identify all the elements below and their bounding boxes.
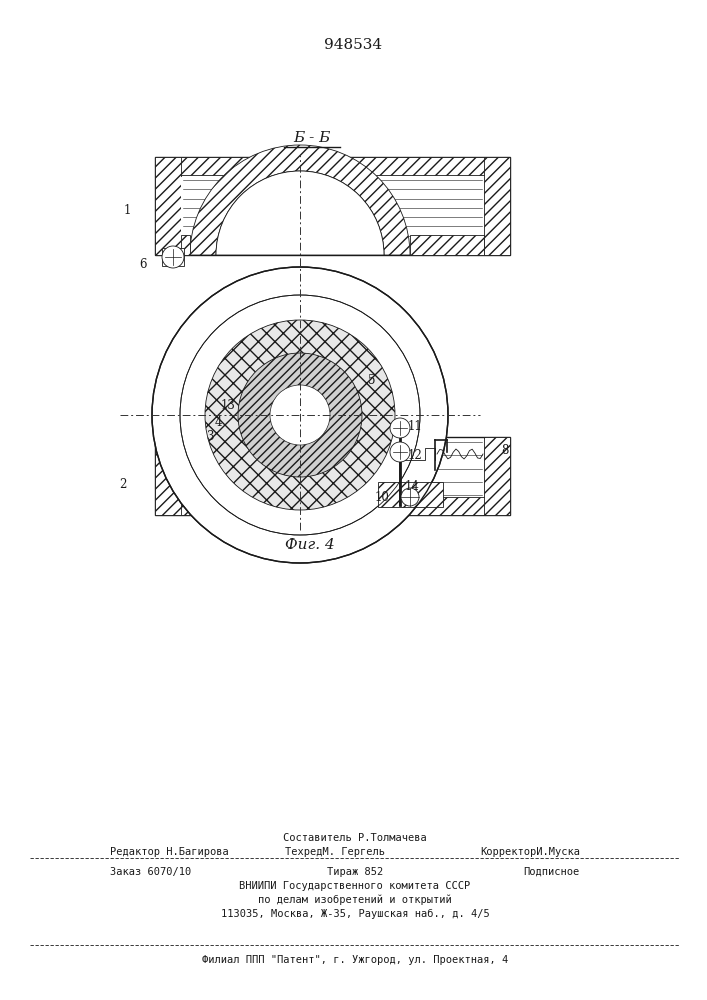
Text: 14: 14	[404, 481, 419, 493]
Circle shape	[401, 488, 419, 506]
Circle shape	[270, 385, 330, 445]
Text: Редактор Н.Багирова: Редактор Н.Багирова	[110, 847, 229, 857]
Text: 8: 8	[501, 444, 509, 456]
Bar	[162, 248, 184, 266]
Text: Б - Б: Б - Б	[293, 131, 331, 145]
Text: Филиал ППП "Патент", г. Ужгород, ул. Проектная, 4: Филиал ППП "Патент", г. Ужгород, ул. Про…	[202, 955, 508, 965]
Text: по делам изобретений и открытий: по делам изобретений и открытий	[258, 895, 452, 905]
Text: 113035, Москва, Ж-35, Раушская наб., д. 4/5: 113035, Москва, Ж-35, Раушская наб., д. …	[221, 909, 489, 919]
Circle shape	[238, 353, 362, 477]
Text: 6: 6	[139, 258, 147, 271]
Circle shape	[152, 267, 448, 563]
Circle shape	[162, 246, 184, 268]
Bar	[155, 157, 510, 175]
Text: 948534: 948534	[325, 38, 382, 52]
Text: 10: 10	[375, 491, 390, 504]
Bar	[181, 235, 190, 255]
Bar	[484, 437, 510, 515]
Bar	[410, 235, 484, 255]
Bar	[378, 482, 443, 507]
Text: ВНИИПИ Государственного комитета СССР: ВНИИПИ Государственного комитета СССР	[240, 881, 471, 891]
Text: ТехредМ. Гергель: ТехредМ. Гергель	[285, 847, 385, 857]
Text: 1: 1	[123, 205, 131, 218]
Text: Фиг. 4: Фиг. 4	[285, 538, 335, 552]
Text: Подписное: Подписное	[524, 867, 580, 877]
Circle shape	[180, 295, 420, 535]
Bar	[181, 177, 484, 250]
Bar	[155, 157, 181, 255]
Bar	[155, 157, 510, 255]
Text: 2: 2	[119, 479, 127, 491]
Circle shape	[205, 320, 395, 510]
Wedge shape	[216, 171, 384, 255]
Text: Составитель Р.Толмачева: Составитель Р.Толмачева	[283, 833, 427, 843]
Bar	[155, 497, 510, 515]
Text: 12: 12	[408, 449, 422, 462]
Text: 11: 11	[408, 420, 422, 434]
Text: Заказ 6070/10: Заказ 6070/10	[110, 867, 192, 877]
Text: Тираж 852: Тираж 852	[327, 867, 383, 877]
Bar	[155, 437, 181, 515]
Wedge shape	[190, 437, 410, 547]
Circle shape	[390, 442, 410, 462]
Wedge shape	[190, 145, 410, 255]
Text: 5: 5	[368, 374, 375, 387]
Text: 3: 3	[206, 430, 214, 444]
Text: 13: 13	[221, 399, 235, 412]
Wedge shape	[216, 437, 384, 521]
Bar	[484, 157, 510, 255]
Wedge shape	[190, 145, 410, 255]
Bar	[155, 437, 510, 515]
Text: 4: 4	[214, 416, 222, 430]
Circle shape	[390, 418, 410, 438]
Text: КорректорИ.Муска: КорректорИ.Муска	[480, 847, 580, 857]
